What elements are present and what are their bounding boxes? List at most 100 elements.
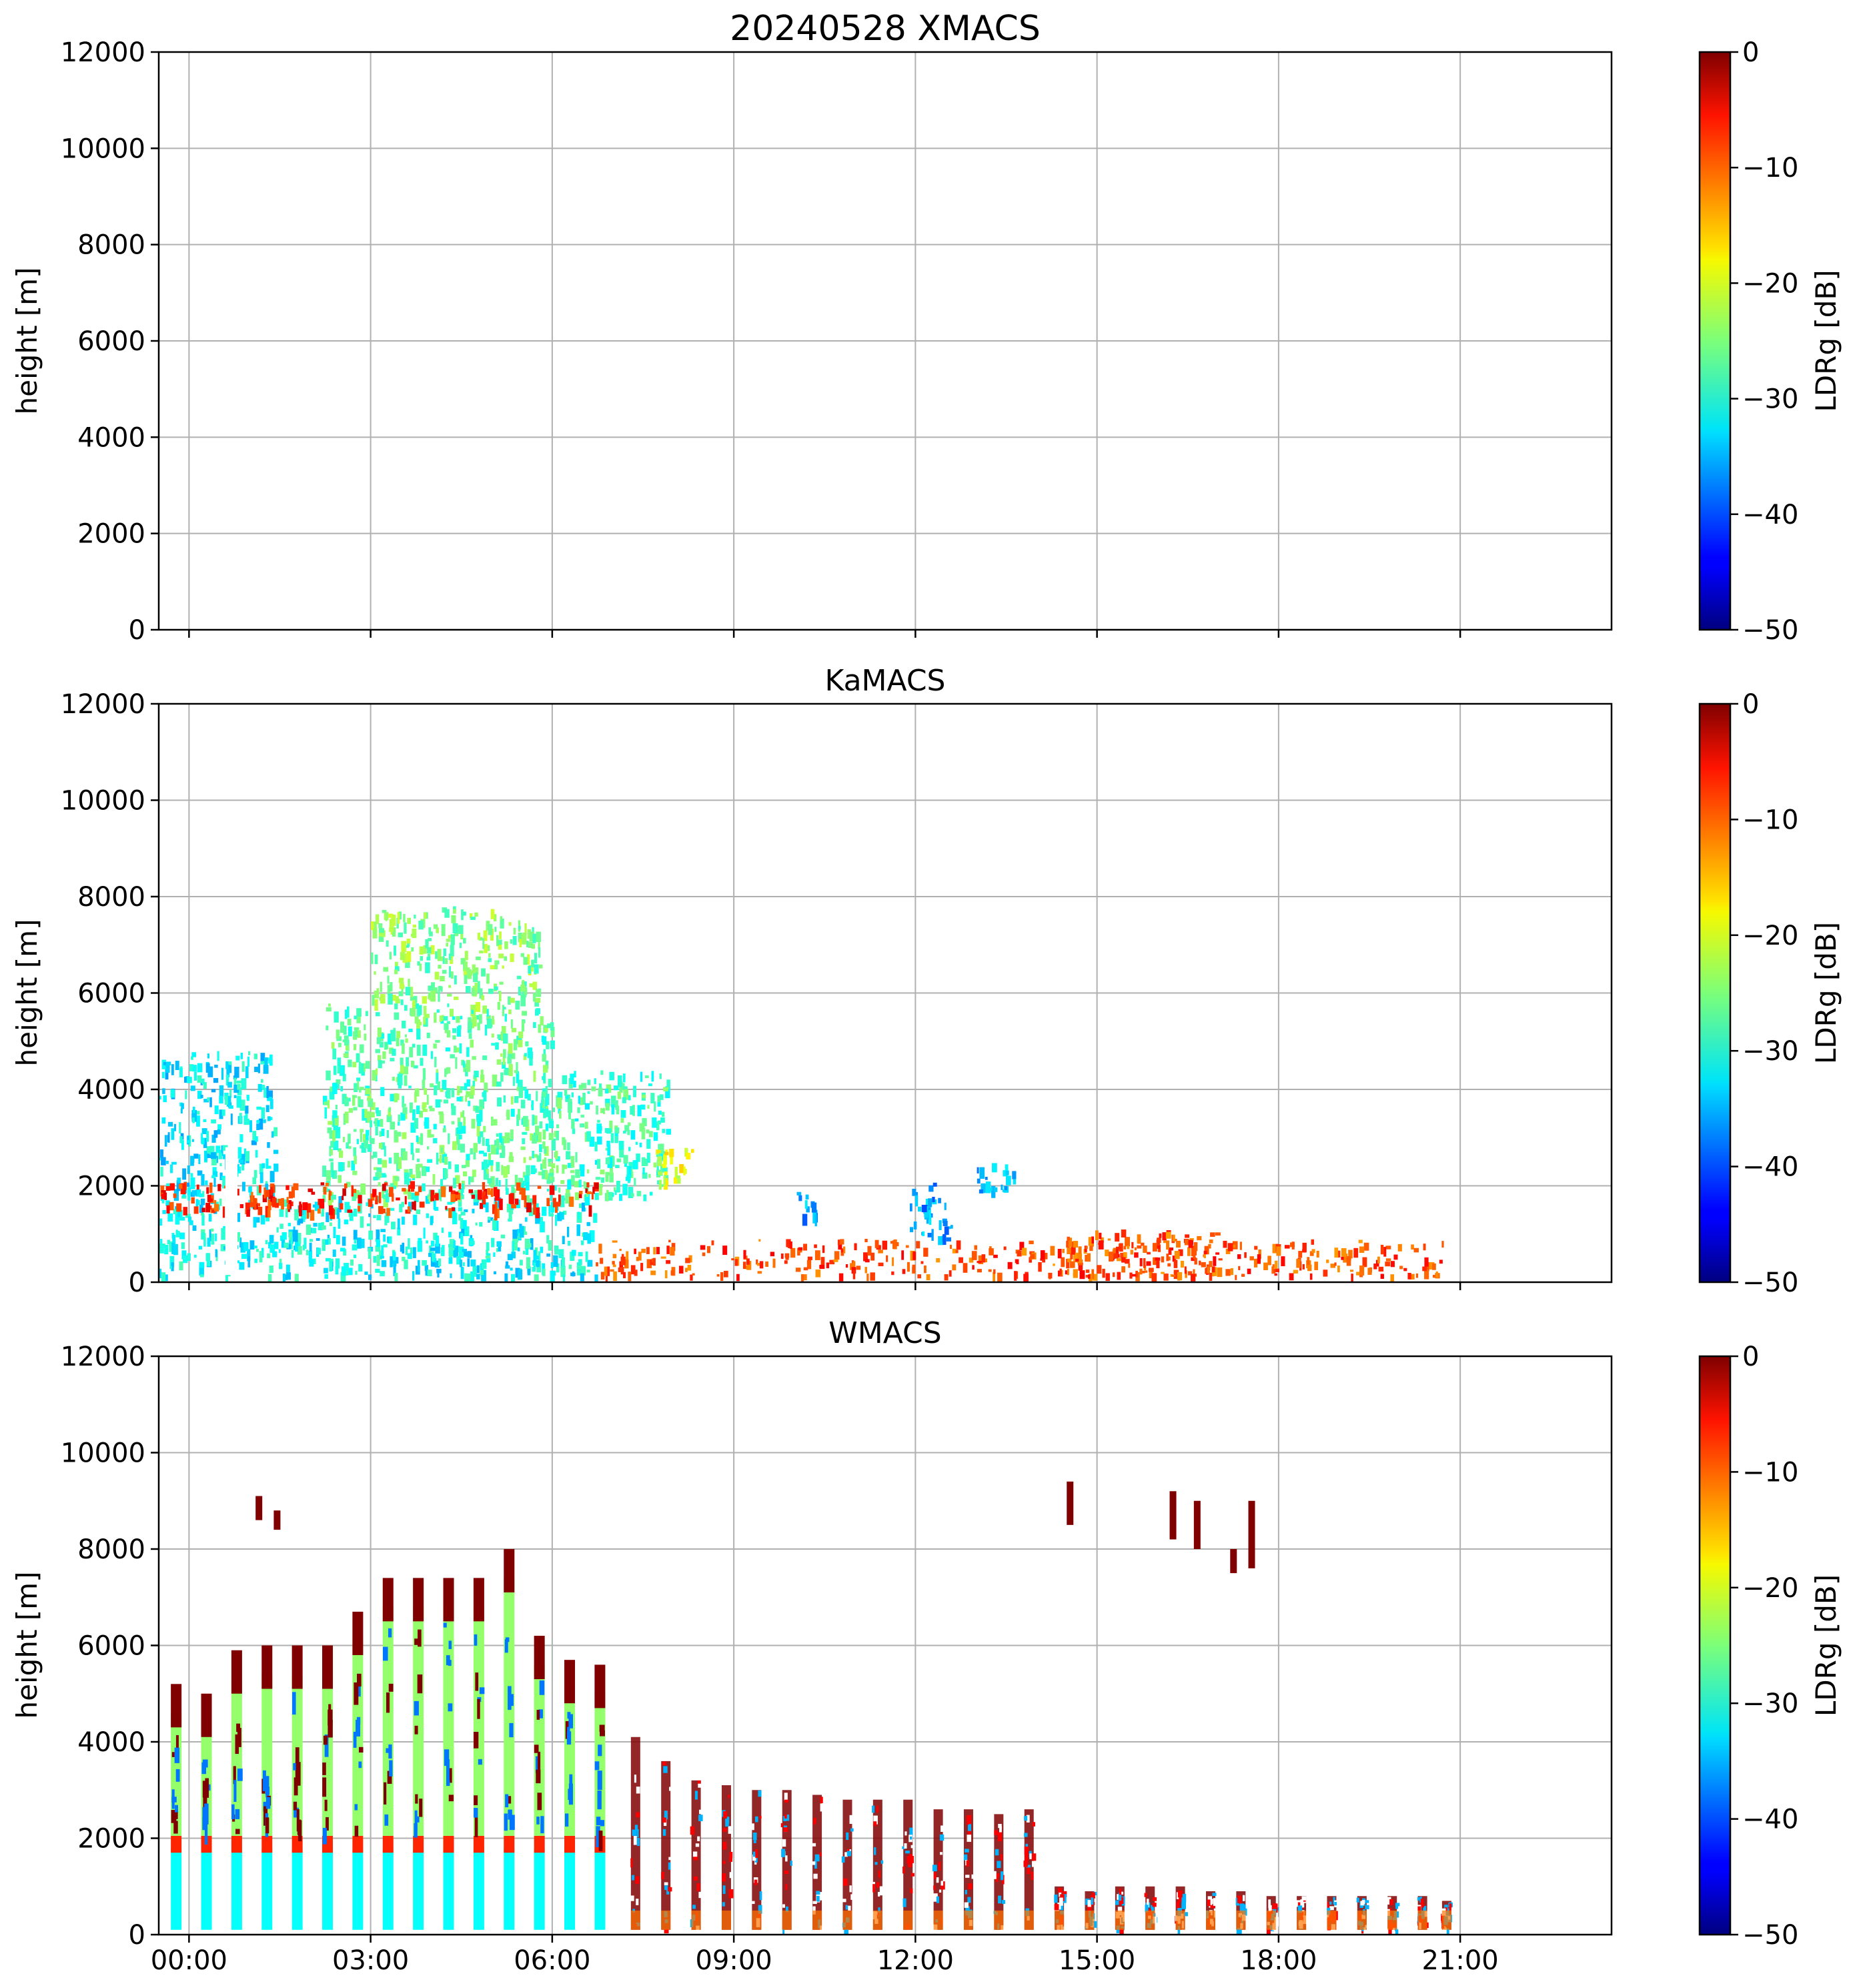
- scan-column: [780, 1790, 792, 1935]
- feature-ice-cloud-early: [159, 1051, 279, 1204]
- scan-column: [1441, 1901, 1453, 1935]
- scan-column: [534, 1636, 545, 1930]
- y-tick-label: 0: [129, 615, 145, 646]
- scan-column: [1085, 1891, 1097, 1930]
- colorbar-tick-label: −20: [1742, 1573, 1798, 1604]
- scan-column: [201, 1693, 212, 1930]
- y-tick-label: 10000: [61, 133, 145, 164]
- colorbar-tick-label: −30: [1742, 384, 1798, 415]
- colorbar-frame: [1698, 51, 1732, 631]
- colorbar-label: LDRg [dB]: [1810, 922, 1842, 1064]
- y-tick-label: 12000: [61, 689, 145, 720]
- feature-melting-layer-bright-band: [160, 1181, 599, 1221]
- colorbar-gradient: [1700, 52, 1730, 630]
- colorbar-tick-label: −30: [1742, 1036, 1798, 1067]
- grid: [159, 1356, 1612, 1935]
- scan-column: [291, 1645, 303, 1930]
- colorbar: −50 −40 −30 −20 −10 0 LDRg [dB]: [1698, 1342, 1842, 1951]
- colorbar-frame: [1698, 1355, 1732, 1936]
- scan-column: [1386, 1896, 1400, 1935]
- data-layer: [171, 1481, 1453, 1935]
- y-axis-label: height [m]: [11, 919, 43, 1067]
- scan-column: [231, 1650, 243, 1930]
- y-tick-label: 2000: [77, 1171, 145, 1202]
- y-tick-label: 6000: [77, 326, 145, 357]
- y-tick-label: 6000: [77, 979, 145, 1009]
- x-tick-label: 18:00: [1240, 1945, 1317, 1976]
- y-tick-label: 12000: [61, 37, 145, 68]
- colorbar-tick-label: −50: [1742, 1268, 1798, 1298]
- scan-column: [902, 1799, 915, 1930]
- scan-column: [473, 1578, 485, 1930]
- x-tick-label: 03:00: [332, 1945, 409, 1976]
- y-axis: 0 2000 4000 6000 8000 10000 12000: [61, 1342, 159, 1951]
- scan-column: [1356, 1896, 1370, 1935]
- scan-column: [352, 1611, 364, 1930]
- scan-column: [993, 1814, 1006, 1933]
- scan-column: [1326, 1896, 1338, 1935]
- x-axis: [188, 1282, 1461, 1290]
- colorbar-tick-label: −20: [1742, 268, 1798, 299]
- panel-title: KaMACS: [825, 664, 946, 698]
- grid: [159, 51, 1612, 630]
- y-axis-label: height [m]: [11, 268, 43, 415]
- colorbar-frame: [1698, 702, 1732, 1284]
- y-tick-label: 0: [129, 1920, 145, 1951]
- colorbar-tick-label: −10: [1742, 805, 1798, 835]
- x-tick-label: 12:00: [877, 1945, 954, 1976]
- colorbar-tick-label: −10: [1742, 1457, 1798, 1488]
- colorbar-tick-label: −50: [1742, 615, 1798, 646]
- y-tick-label: 10000: [61, 786, 145, 817]
- scan-column: [932, 1809, 945, 1934]
- feature-shallow-cloud-12h: [909, 1182, 953, 1246]
- colorbar-tick-label: −50: [1742, 1920, 1798, 1951]
- upper-cloud-patch: [1193, 1500, 1201, 1549]
- y-axis: 0 2000 4000 6000 8000 10000 12000: [61, 689, 159, 1298]
- scan-column: [1175, 1886, 1188, 1935]
- scan-column: [841, 1799, 854, 1935]
- data-layer: [159, 906, 1444, 1282]
- panel-title: WMACS: [828, 1316, 941, 1350]
- colorbar: −50 −40 −30 −20 −10 0 LDRg [dB]: [1698, 37, 1842, 646]
- scan-column: [261, 1645, 273, 1930]
- x-axis: 00:00 03:00 06:00 09:00 12:00 15:00 18:00 21:00: [151, 1935, 1499, 1976]
- panel-kamacs: KaMACS 0 2000 4000 6000 8000 10000 12000 heigh…: [11, 664, 1842, 1298]
- x-axis: [188, 630, 1461, 638]
- colorbar: −50 −40 −30 −20 −10 0 LDRg [dB]: [1698, 689, 1842, 1298]
- y-axis-label: height [m]: [11, 1572, 43, 1719]
- y-axis: 0 2000 4000 6000 8000 10000 12000: [61, 37, 159, 646]
- x-tick-label: 21:00: [1421, 1945, 1498, 1976]
- scan-column: [1296, 1896, 1308, 1930]
- scan-column: [811, 1795, 823, 1931]
- y-tick-label: 6000: [77, 1631, 145, 1662]
- feature-ice-layer-8h: [653, 1147, 694, 1190]
- y-tick-label: 0: [129, 1268, 145, 1298]
- feature-clear-gap: [225, 1147, 237, 1276]
- y-tick-label: 12000: [61, 1342, 145, 1372]
- scan-column: [1023, 1809, 1037, 1930]
- scan-column: [661, 1761, 673, 1934]
- y-tick-label: 8000: [77, 1534, 145, 1565]
- y-tick-label: 4000: [77, 422, 145, 453]
- scan-column: [443, 1578, 454, 1930]
- upper-cloud-patch: [1067, 1481, 1074, 1525]
- colorbar-label: LDRg [dB]: [1810, 270, 1842, 412]
- upper-cloud-patch: [255, 1496, 263, 1520]
- scan-column: [594, 1664, 606, 1930]
- scan-column: [1144, 1886, 1158, 1930]
- scan-column: [1266, 1896, 1279, 1935]
- scan-column: [171, 1684, 182, 1930]
- y-tick-label: 4000: [77, 1727, 145, 1758]
- y-tick-label: 2000: [77, 1824, 145, 1855]
- x-tick-label: 09:00: [695, 1945, 772, 1976]
- colorbar-tick-label: −40: [1742, 1152, 1798, 1183]
- scan-column: [504, 1549, 515, 1930]
- scan-column: [1235, 1891, 1247, 1935]
- feature-shallow-cloud-10h: [796, 1191, 818, 1227]
- colorbar-tick-label: −40: [1742, 1805, 1798, 1835]
- upper-cloud-patch: [1248, 1500, 1255, 1568]
- y-tick-label: 2000: [77, 519, 145, 550]
- colorbar-tick-label: −10: [1742, 153, 1798, 183]
- y-tick-label: 4000: [77, 1075, 145, 1105]
